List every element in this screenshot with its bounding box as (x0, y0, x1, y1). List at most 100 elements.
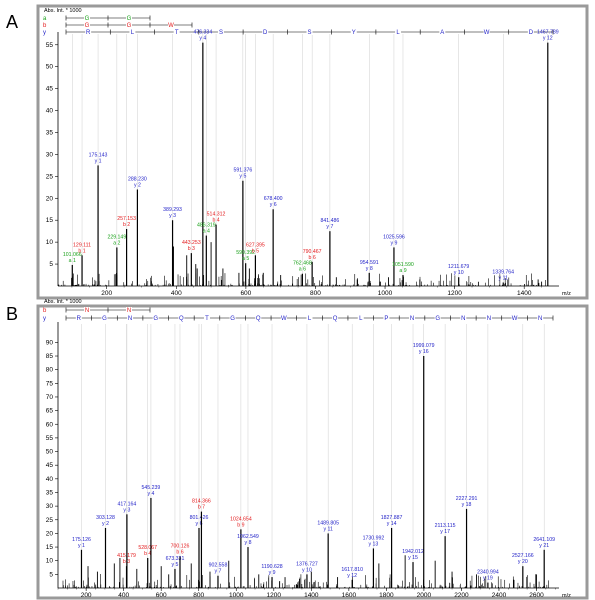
x-tick-label: 400 (171, 290, 182, 297)
peak-ion-label: a 1 (69, 258, 76, 264)
x-tick-label: 1000 (378, 290, 393, 297)
residue-bg (262, 29, 269, 35)
x-tick-label: 1200 (447, 290, 462, 297)
x-tick-label: 2400 (492, 592, 507, 599)
x-tick-label: 1600 (342, 592, 357, 599)
panel-label: B (6, 304, 18, 324)
ladder-residue: N (127, 308, 131, 314)
residue-bg (306, 29, 313, 35)
x-tick-label: 600 (240, 290, 251, 297)
peak-mz-label: 2527.166 (512, 553, 534, 559)
peak-ion-label: y 6 (196, 521, 203, 527)
ladder-residue: N (461, 316, 465, 322)
ladder-side-label: b (43, 308, 47, 314)
residue-bg (178, 315, 185, 321)
y-tick-label: 40 (46, 476, 54, 483)
peak-ion-label: b 2 (123, 222, 130, 228)
residue-bg (84, 15, 90, 21)
residue-bg (395, 29, 402, 35)
residue-bg (173, 29, 180, 35)
y-tick-label: 15 (46, 544, 54, 551)
y-tick-label: 80 (46, 367, 54, 374)
y-tick-label: 45 (46, 86, 54, 93)
x-tick-label: 1200 (267, 592, 282, 599)
peak-ion-label: y 14 (387, 521, 397, 527)
peak-mz-label: 1062.549 (237, 534, 259, 540)
peak-ion-label: y 7 (326, 224, 333, 230)
x-axis-label: m/z (562, 291, 571, 297)
ladder-residue: G (127, 23, 132, 29)
residue-bg (483, 29, 490, 35)
x-tick-label: 2000 (417, 592, 432, 599)
ladder-residue: L (131, 30, 135, 36)
ladder-residue: Q (256, 316, 261, 322)
y-tick-label: 45 (46, 462, 54, 469)
y-axis-label: Abs. Int. * 1000 (44, 299, 82, 305)
peak-ion-label: y 4 (147, 491, 154, 497)
peak-ion-label: a 2 (113, 240, 120, 246)
y-tick-label: 25 (46, 173, 54, 180)
peak-ion-label: y 18 (462, 502, 472, 508)
peak-mz-label: 417.164 (118, 501, 137, 507)
peak-mz-label: 801.426 (190, 515, 209, 521)
residue-bg (217, 29, 224, 35)
peak-ion-label: a 4 (203, 229, 210, 235)
x-tick-label: 2200 (454, 592, 469, 599)
ladder-residue: G (102, 316, 107, 322)
ladder-residue: S (307, 30, 311, 36)
residue-bg (280, 315, 287, 321)
y-tick-label: 85 (46, 353, 54, 360)
ladder-residue: W (512, 316, 518, 322)
y-axis-label: Abs. Int. * 1000 (44, 8, 82, 14)
residue-bg (255, 315, 262, 321)
ladder-residue: L (359, 316, 363, 322)
peak-ion-label: y 21 (539, 543, 549, 549)
ladder-residue: D (263, 30, 268, 36)
peak-ion-label: y 12 (347, 573, 357, 579)
peak-ion-label: y 13 (369, 541, 379, 547)
peak-ion-label: y 20 (518, 559, 528, 565)
peak-mz-label: 1730.992 (363, 535, 385, 541)
residue-bg (460, 315, 467, 321)
peak-mz-label: 1211.679 (448, 264, 469, 270)
y-tick-label: 50 (46, 449, 54, 456)
x-tick-label: 1400 (304, 592, 319, 599)
ladder-residue: L (396, 30, 400, 36)
residue-bg (485, 315, 492, 321)
peak-ion-label: b 9 (237, 522, 244, 528)
ladder-residue: W (484, 30, 490, 36)
peak-mz-label: 954.591 (360, 260, 379, 266)
ladder-side-label: y (43, 316, 46, 322)
ladder-residue: N (85, 308, 89, 314)
ladder-residue: G (230, 316, 235, 322)
residue-bg (126, 307, 132, 313)
ladder-residue: W (168, 23, 174, 29)
peak-ion-label: y 2 (102, 521, 109, 527)
y-tick-label: 10 (46, 558, 54, 565)
peak-ion-label: b 1 (78, 248, 85, 254)
ladder-side-label: y (43, 30, 46, 36)
residue-bg (126, 15, 132, 21)
y-tick-label: 75 (46, 380, 54, 387)
peak-ion-label: y 8 (245, 540, 252, 546)
ladder-residue: N (128, 316, 132, 322)
ladder-residue: Y (352, 30, 356, 36)
residue-bg (350, 29, 357, 35)
peak-mz-label: 1467.789 (537, 30, 559, 36)
peak-mz-label: 700.126 (171, 544, 190, 550)
peak-mz-label: 678.400 (264, 196, 283, 202)
peak-ion-label: y 19 (483, 576, 493, 582)
peak-mz-label: 257.153 (117, 216, 136, 222)
residue-bg (75, 315, 82, 321)
peak-ion-label: y 12 (543, 36, 553, 42)
ladder-residue: D (529, 30, 534, 36)
peak-ion-label: y 11 (499, 275, 509, 281)
y-tick-label: 50 (46, 64, 54, 71)
peak-mz-label: 2227.291 (456, 496, 478, 502)
y-tick-label: 55 (46, 435, 54, 442)
peak-ion-label: y 10 (302, 567, 312, 573)
residue-bg (511, 315, 518, 321)
